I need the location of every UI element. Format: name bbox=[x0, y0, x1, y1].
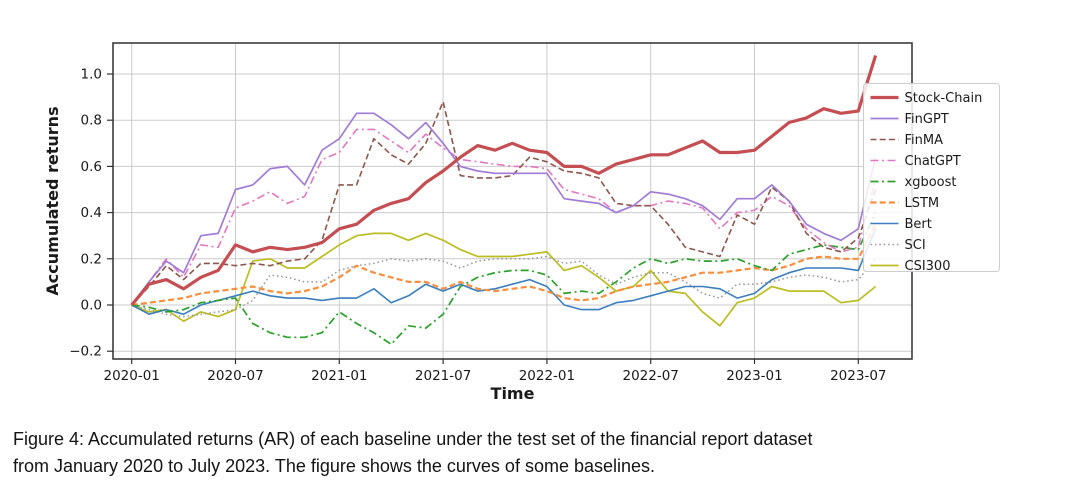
legend-label-LSTM: LSTM bbox=[905, 196, 940, 211]
series-line-CSI300 bbox=[131, 232, 877, 327]
x-tick-label: 2023-07 bbox=[830, 368, 886, 384]
x-tick-label: 2023-01 bbox=[726, 368, 782, 384]
y-tick-label: 0.0 bbox=[81, 298, 102, 314]
legend-label-SCI: SCI bbox=[905, 238, 926, 253]
y-tick-label: 0.4 bbox=[81, 205, 102, 221]
x-tick-label: 2021-01 bbox=[311, 368, 367, 384]
series-line-ChatGPT bbox=[131, 128, 877, 306]
y-tick-label: 1.0 bbox=[81, 67, 102, 83]
plot-border bbox=[112, 42, 913, 360]
series-line-FinGPT bbox=[131, 112, 877, 306]
series-line-LSTM bbox=[131, 223, 877, 307]
legend-label-Stock-Chain: Stock-Chain bbox=[905, 91, 983, 106]
legend-label-Bert: Bert bbox=[905, 217, 932, 232]
y-tick-label: 0.2 bbox=[81, 251, 102, 267]
legend-label-CSI300: CSI300 bbox=[905, 259, 951, 274]
y-tick-label: 0.8 bbox=[81, 113, 102, 129]
legend-label-ChatGPT: ChatGPT bbox=[905, 154, 961, 169]
series-line-xgboost bbox=[131, 212, 877, 346]
figure-caption: Figure 4: Accumulated returns (AR) of ea… bbox=[13, 426, 1073, 480]
series-line-Stock-Chain bbox=[130, 55, 878, 307]
y-tick-label: −0.2 bbox=[69, 344, 102, 360]
x-axis-label: Time bbox=[491, 384, 535, 403]
series-line-FinMA bbox=[131, 100, 877, 306]
x-tick-label: 2020-01 bbox=[103, 368, 159, 384]
figure-caption-line-1: Figure 4: Accumulated returns (AR) of ea… bbox=[13, 429, 813, 449]
x-tick-label: 2021-07 bbox=[415, 368, 471, 384]
figure-caption-line-2: from January 2020 to July 2023. The figu… bbox=[13, 456, 656, 476]
x-tick-label: 2022-01 bbox=[519, 368, 575, 384]
series-line-Bert bbox=[131, 228, 877, 316]
x-tick-label: 2020-07 bbox=[207, 368, 263, 384]
legend-box bbox=[863, 83, 1000, 272]
legend-label-FinGPT: FinGPT bbox=[905, 112, 949, 127]
x-tick-label: 2022-07 bbox=[622, 368, 678, 384]
legend-label-FinMA: FinMA bbox=[905, 133, 944, 148]
y-tick-label: 0.6 bbox=[81, 159, 102, 175]
y-axis-label: Accumulated returns bbox=[43, 106, 62, 295]
legend-label-xgboost: xgboost bbox=[905, 175, 957, 190]
